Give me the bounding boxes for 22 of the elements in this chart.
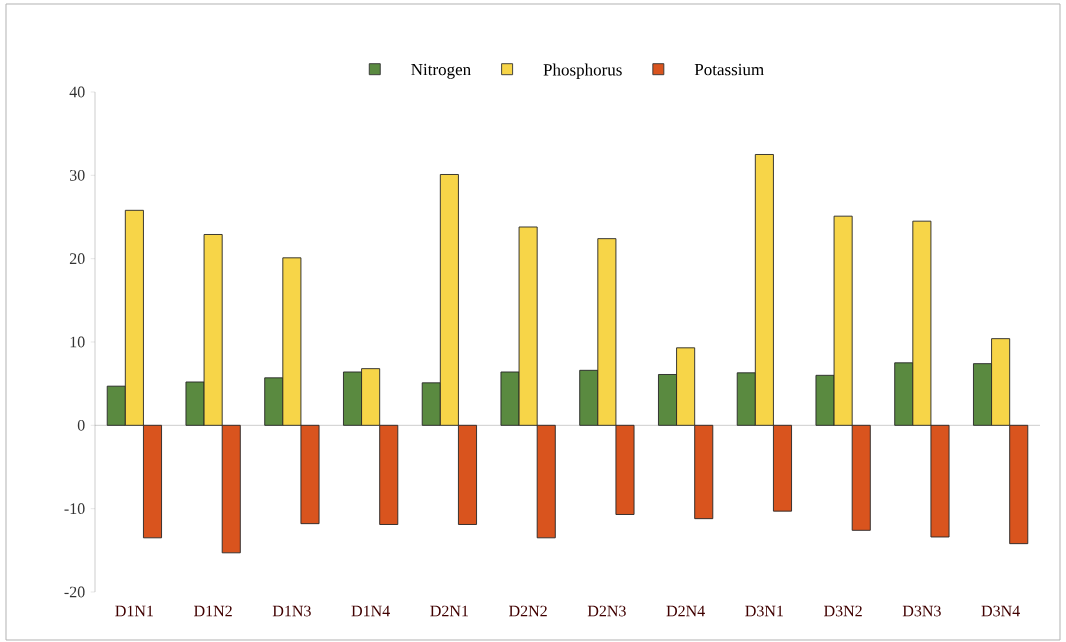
x-tick-label: D3N3 bbox=[902, 605, 941, 617]
legend-label: Nitrogen bbox=[411, 63, 471, 79]
x-tick-label: D3N4 bbox=[981, 605, 1020, 617]
x-tick-label: D1N3 bbox=[272, 605, 311, 617]
y-tick-label: 10 bbox=[70, 336, 85, 348]
y-tick-label: -10 bbox=[64, 503, 85, 515]
y-tick-label: 0 bbox=[77, 419, 85, 431]
x-tick-label: D2N1 bbox=[430, 605, 468, 617]
y-tick-label: 40 bbox=[69, 86, 85, 98]
x-tick-label: D2N4 bbox=[666, 605, 705, 617]
legend-label: Phosphorus bbox=[543, 63, 622, 80]
y-tick-label: 20 bbox=[69, 253, 85, 265]
x-tick-label: D3N2 bbox=[824, 605, 862, 617]
y-tick-label: -20 bbox=[64, 586, 85, 598]
x-tick-label: D2N2 bbox=[509, 605, 547, 617]
x-tick-label: D2N3 bbox=[587, 605, 626, 617]
x-tick-label: D1N4 bbox=[351, 605, 390, 617]
x-tick-label: D3N1 bbox=[745, 605, 783, 617]
legend-label: Potassium bbox=[694, 63, 764, 76]
x-tick-label: D1N1 bbox=[115, 605, 153, 617]
y-tick-label: 30 bbox=[69, 169, 85, 181]
x-tick-label: D1N2 bbox=[194, 605, 232, 617]
